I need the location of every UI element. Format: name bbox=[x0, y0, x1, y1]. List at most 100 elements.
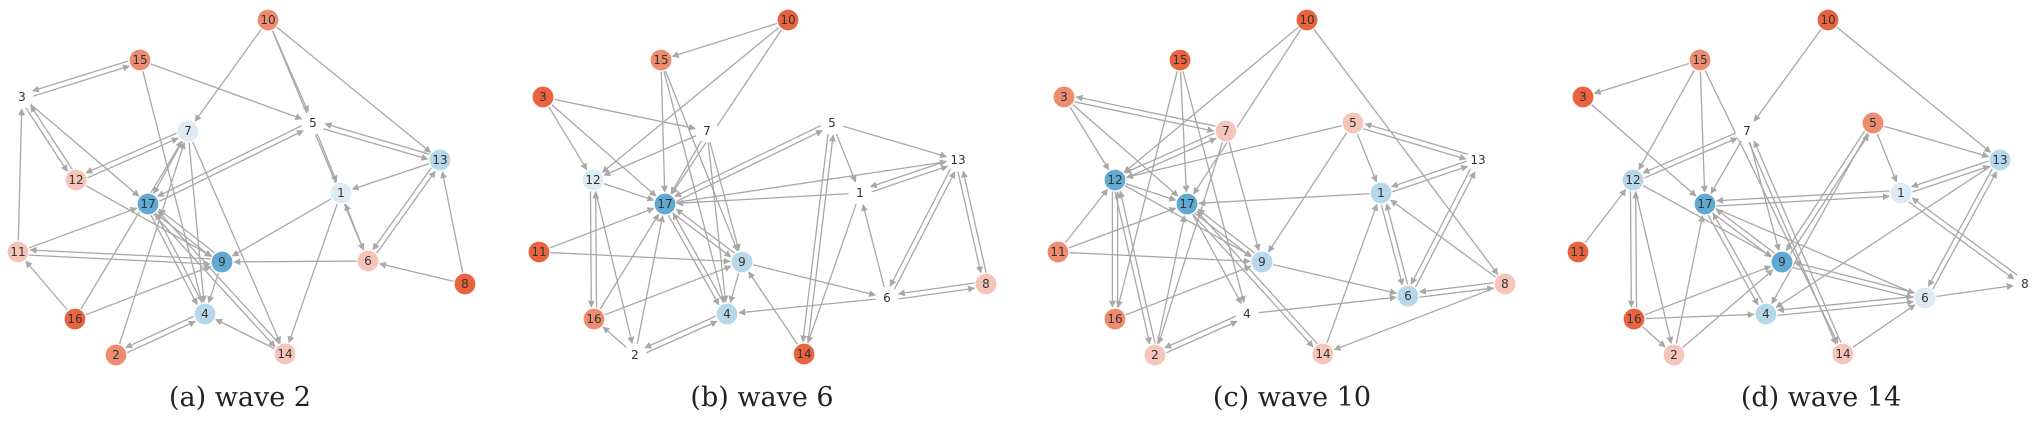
node-label: 7 bbox=[703, 124, 711, 138]
node-label: 13 bbox=[1470, 153, 1485, 167]
edge-1-to-6 bbox=[1380, 204, 1405, 286]
node-circle bbox=[104, 343, 128, 367]
node-circle bbox=[453, 272, 477, 296]
edge-7-to-14 bbox=[191, 140, 281, 344]
node-label: 5 bbox=[828, 116, 836, 130]
node-circle bbox=[273, 342, 297, 366]
node-label: 10 bbox=[1820, 13, 1835, 27]
edge-5-to-9 bbox=[1785, 130, 1866, 252]
edge-10-to-8 bbox=[1313, 28, 1499, 275]
node-14: 14 bbox=[273, 342, 297, 366]
node-circle bbox=[531, 85, 555, 109]
node-circle bbox=[176, 119, 200, 143]
edge-7-to-12 bbox=[1642, 132, 1737, 174]
edge-8-to-6 bbox=[1418, 282, 1494, 295]
node-label: 10 bbox=[780, 13, 795, 27]
edge-2-to-4 bbox=[1165, 320, 1238, 354]
edge-6-to-8 bbox=[898, 285, 976, 300]
panel-caption: (c) wave 10 bbox=[1213, 382, 1371, 413]
edge-16-to-9 bbox=[85, 265, 212, 316]
edge-1-to-14 bbox=[287, 203, 339, 344]
edge-2-to-12 bbox=[1118, 190, 1156, 344]
node-7: 7 bbox=[1735, 119, 1759, 143]
node-label: 8 bbox=[982, 277, 990, 291]
node-label: 1 bbox=[1897, 186, 1905, 200]
node-circle bbox=[1566, 240, 1590, 264]
node-circle bbox=[946, 148, 970, 172]
node-15: 15 bbox=[1168, 48, 1192, 72]
edge-17-to-4 bbox=[150, 214, 198, 306]
node-5: 5 bbox=[820, 111, 844, 135]
edge-15-to-3 bbox=[1593, 62, 1690, 95]
node-label: 17 bbox=[657, 197, 672, 211]
edge-11-to-9 bbox=[28, 254, 211, 268]
node-label: 14 bbox=[1315, 347, 1330, 361]
node-15: 15 bbox=[128, 48, 152, 72]
node-circle bbox=[1369, 181, 1393, 205]
node-circle bbox=[1770, 250, 1794, 274]
edge-14-to-4 bbox=[215, 318, 276, 350]
edge-14-to-5 bbox=[807, 134, 836, 344]
node-label: 14 bbox=[277, 347, 292, 361]
node-4: 4 bbox=[1754, 302, 1778, 326]
node-label: 3 bbox=[539, 90, 547, 104]
node-16: 16 bbox=[1103, 307, 1127, 331]
edge-11-to-17 bbox=[28, 207, 138, 249]
edge-1-to-17 bbox=[1198, 192, 1371, 207]
edge-2-to-17 bbox=[1156, 215, 1187, 345]
node-17: 17 bbox=[653, 192, 677, 216]
node-13: 13 bbox=[1466, 148, 1490, 172]
node-4: 4 bbox=[715, 302, 739, 326]
node-label: 6 bbox=[883, 291, 891, 305]
edge-10-to-15 bbox=[671, 22, 778, 58]
node-circle bbox=[1493, 272, 1517, 296]
node-11: 11 bbox=[1566, 240, 1590, 264]
edge-7-to-14 bbox=[1748, 141, 1837, 345]
node-label: 12 bbox=[1625, 173, 1640, 187]
edge-11-to-17 bbox=[549, 207, 655, 249]
node-8: 8 bbox=[453, 272, 477, 296]
node-label: 16 bbox=[1626, 312, 1641, 326]
node-6: 6 bbox=[1396, 284, 1420, 308]
edge-17-to-9 bbox=[154, 212, 212, 258]
node-3: 3 bbox=[1571, 85, 1595, 109]
node-label: 1 bbox=[1377, 186, 1385, 200]
edge-17-to-1 bbox=[1716, 193, 1890, 207]
node-circle bbox=[1311, 342, 1335, 366]
edge-13-to-6 bbox=[1410, 168, 1472, 285]
edge-7-to-2 bbox=[1157, 141, 1224, 345]
node-17: 17 bbox=[1693, 192, 1717, 216]
node-label: 5 bbox=[309, 116, 317, 130]
node-circle bbox=[1214, 119, 1238, 143]
node-10: 10 bbox=[256, 8, 280, 32]
node-label: 12 bbox=[1107, 173, 1122, 187]
edge-8-to-1 bbox=[1390, 199, 1497, 279]
edge-16-to-12 bbox=[592, 191, 600, 308]
edge-14-to-6 bbox=[1851, 304, 1916, 349]
edge-6-to-1 bbox=[1384, 203, 1409, 285]
node-9: 9 bbox=[1770, 250, 1794, 274]
edge-4-to-6 bbox=[1257, 294, 1397, 314]
edge-10-to-7 bbox=[1753, 28, 1823, 122]
node-label: 15 bbox=[132, 53, 147, 67]
node-circle bbox=[63, 307, 87, 331]
edge-10-to-17 bbox=[1193, 28, 1302, 195]
edge-13-to-5 bbox=[1364, 122, 1469, 156]
node-circle bbox=[649, 48, 673, 72]
edge-7-to-9 bbox=[1228, 141, 1261, 252]
edge-12-to-7 bbox=[1125, 137, 1217, 179]
node-circle bbox=[1103, 168, 1127, 192]
edge-13-to-1 bbox=[869, 160, 947, 189]
node-7: 7 bbox=[695, 119, 719, 143]
edge-7-to-9 bbox=[1749, 141, 1781, 252]
node-circle bbox=[1168, 48, 1192, 72]
node-3: 3 bbox=[531, 85, 555, 109]
edge-5-to-14 bbox=[800, 133, 829, 343]
edge-7-to-9 bbox=[709, 141, 741, 252]
node-11: 11 bbox=[6, 240, 30, 264]
edge-9-to-17 bbox=[675, 208, 736, 254]
edge-6-to-13 bbox=[893, 171, 956, 290]
node-label: 17 bbox=[1179, 197, 1194, 211]
